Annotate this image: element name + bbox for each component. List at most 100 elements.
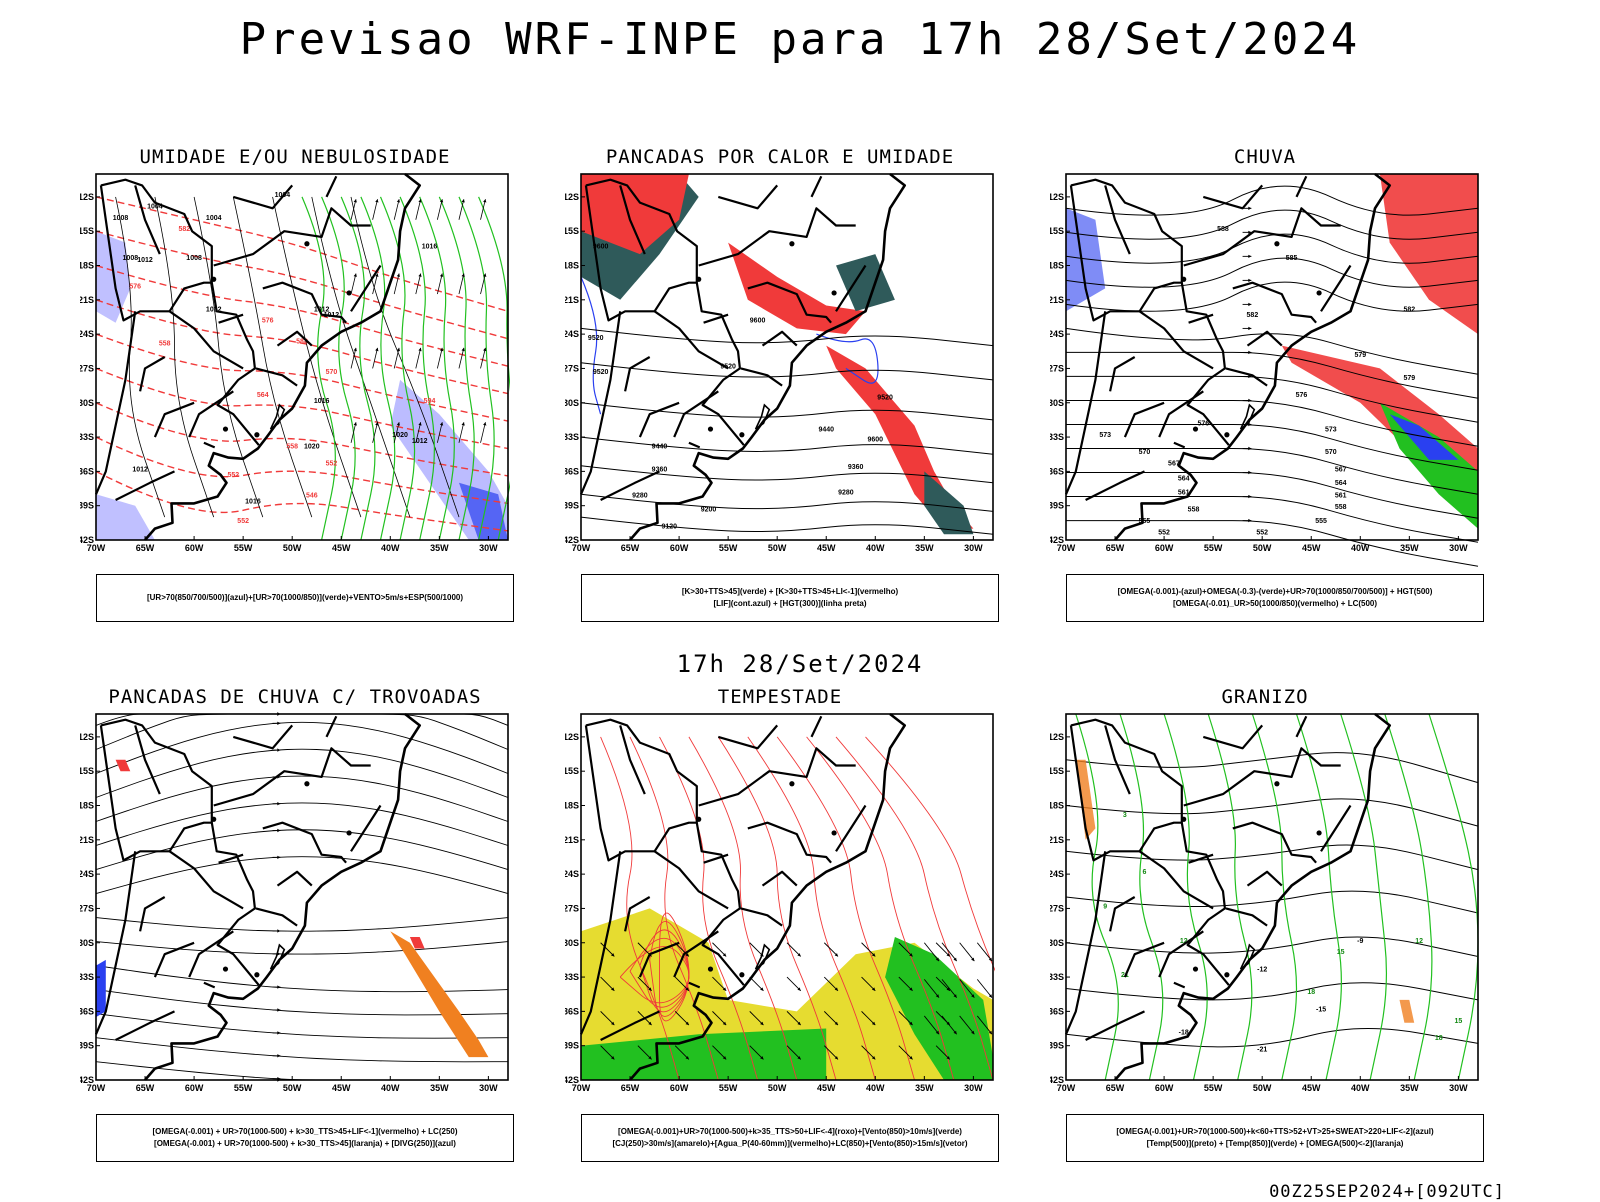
humid-low-contour: [458, 196, 495, 541]
wind-arrowhead: [483, 347, 487, 352]
wind-arrowhead: [685, 953, 689, 957]
border-line: [579, 311, 622, 495]
wind-vector: [898, 942, 913, 957]
wind-vector: [393, 347, 400, 369]
lake-marker: [707, 426, 714, 432]
wind-vector: [786, 1045, 802, 1060]
lon-tick-label: 30W: [479, 1083, 498, 1093]
lat-tick-label: 42S: [565, 1075, 579, 1085]
border-line: [1183, 207, 1341, 267]
wind-vector: [898, 1045, 913, 1060]
wind-arrowhead: [418, 347, 422, 352]
legend-tempestade: [OMEGA(-0.001)+UR>70(1000-500)+k>35_TTS>…: [581, 1114, 999, 1162]
lake-marker: [1181, 276, 1187, 282]
map-frame: [1065, 173, 1479, 541]
border-line: [188, 390, 234, 438]
lake-marker: [696, 816, 702, 822]
temp500-contour: [1065, 798, 1479, 827]
wind-vector: [712, 1045, 727, 1060]
panel-title: GRANIZO: [1221, 686, 1309, 708]
border-line: [1123, 401, 1165, 438]
wind-vector: [600, 1011, 615, 1026]
contour-label: 1012: [132, 466, 148, 473]
temp500-contour: [1065, 982, 1479, 1001]
contour-label: 12: [1180, 938, 1188, 945]
wind-vector: [415, 347, 422, 369]
border-line: [747, 281, 832, 324]
lat-tick-label: 30S: [1050, 398, 1064, 408]
hgt500-contour: [1066, 447, 1479, 495]
lif-contour: [816, 333, 879, 384]
wind-arrowhead: [611, 987, 615, 991]
border-line: [139, 896, 166, 932]
wind-arrowhead: [1248, 398, 1252, 403]
temp850-contour: [1384, 713, 1433, 1081]
border-line: [99, 185, 170, 322]
border-line: [134, 725, 161, 795]
severe-instability-shade: [115, 759, 131, 772]
wind-vector: [436, 422, 443, 443]
lon-tick-label: 50W: [768, 543, 787, 553]
temp500-contour: [1065, 890, 1479, 914]
wind-vector: [372, 347, 378, 369]
lat-tick-label: 33S: [80, 432, 94, 442]
border-line: [584, 725, 655, 862]
border-line: [653, 281, 697, 312]
lat-tick-label: 12S: [1050, 732, 1064, 742]
border-line: [1138, 310, 1214, 370]
lon-tick-label: 40W: [1351, 543, 1370, 553]
map-pancadas-calor: 9600 9520 9600 9520 9520 9600 9520 9440 9440 9360…: [565, 172, 994, 553]
hgt300-contour: [580, 362, 994, 381]
border-line: [168, 310, 244, 370]
legend-pancadas-trovoadas: [OMEGA(-0.001) + UR>70(1000-500) + k>30_…: [96, 1114, 514, 1162]
map-frame: [95, 713, 509, 1081]
contour-label: 576: [129, 283, 141, 290]
lake-marker: [789, 781, 795, 787]
border-line: [638, 401, 680, 438]
contour-label: 576: [1197, 421, 1209, 428]
wind-vector: [923, 1015, 940, 1035]
contour-label: 9520: [720, 363, 736, 370]
lon-tick-label: 70W: [1057, 1083, 1076, 1093]
wind-arrowhead: [277, 1054, 281, 1058]
streamline: [95, 802, 509, 846]
wind-arrowhead: [722, 1021, 727, 1026]
temp850-contour: [1295, 713, 1342, 1081]
wind-arrowhead: [396, 273, 400, 277]
wind-arrowhead: [722, 1056, 727, 1060]
humid-deep-shade: [459, 482, 508, 540]
border-line: [153, 401, 195, 438]
contour-label: 546: [306, 493, 318, 500]
legend-granizo: [OMEGA(-0.001)+UR>70(1000-500)+k<60+TTS>…: [1066, 1114, 1484, 1162]
lon-tick-label: 35W: [1400, 543, 1419, 553]
geography-layer: [1064, 712, 1391, 1081]
border-line: [1202, 184, 1264, 210]
lake-marker: [254, 972, 260, 978]
wind-arrowhead: [909, 953, 913, 957]
wind-arrowhead: [375, 347, 379, 352]
humid-mid-shade: [96, 494, 155, 540]
hgt500-contour: [1066, 496, 1479, 543]
border-line: [1104, 725, 1131, 795]
border-line: [115, 470, 175, 501]
lagoon-outline: [1239, 403, 1256, 430]
wind-vector: [436, 199, 443, 220]
temp850-contour: [1428, 713, 1479, 1081]
temp850-contour: [1119, 713, 1164, 1081]
lon-tick-label: 40W: [381, 543, 400, 553]
contour-label: 552: [1256, 529, 1268, 536]
wind-arrowhead: [418, 422, 422, 426]
lon-tick-label: 35W: [430, 543, 449, 553]
hgt500-contour: [1066, 472, 1479, 519]
lon-tick-label: 60W: [670, 543, 689, 553]
thickness-contour: [95, 470, 509, 532]
border-line: [619, 725, 646, 795]
border-line: [624, 896, 651, 932]
model-run-label: 00Z25SEP2024+[092UTC]: [1269, 1182, 1505, 1202]
lake-marker: [831, 830, 837, 836]
border-line: [218, 313, 244, 324]
precipitable-water-contour: [717, 736, 837, 1081]
